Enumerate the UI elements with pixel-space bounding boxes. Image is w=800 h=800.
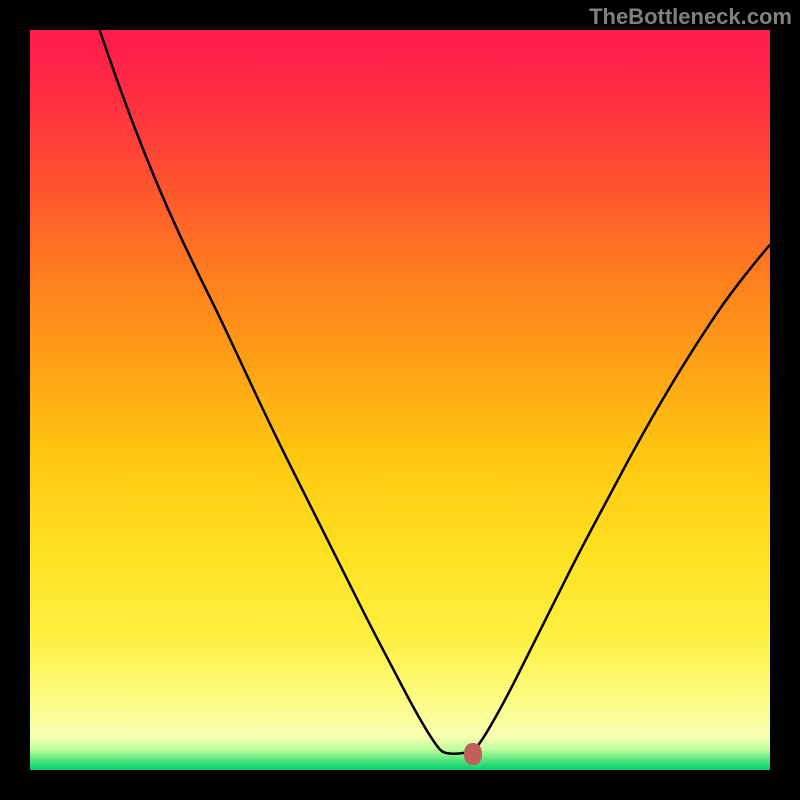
chart-container: TheBottleneck.com	[0, 0, 800, 800]
bottleneck-curve	[30, 30, 770, 770]
optimal-point-marker	[464, 743, 482, 765]
plot-area	[30, 30, 770, 770]
curve-path	[100, 30, 770, 754]
watermark-text: TheBottleneck.com	[589, 4, 792, 30]
